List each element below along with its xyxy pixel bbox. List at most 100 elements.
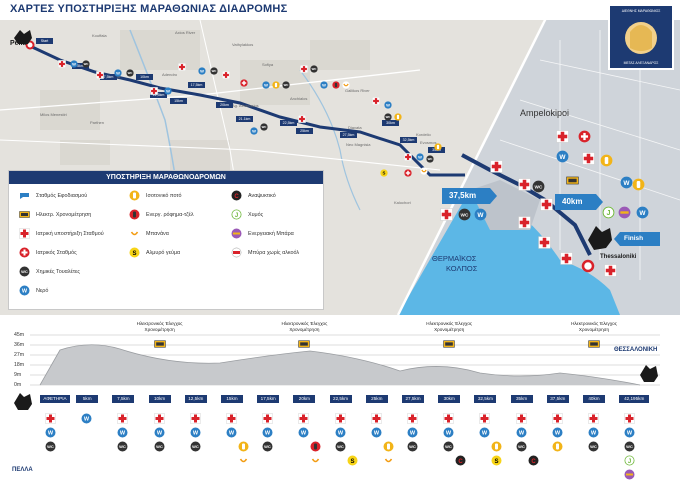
svg-text:WC: WC [262,125,268,129]
svg-text:C: C [531,459,536,465]
y-axis-label: 45m [14,332,25,338]
finish-city-label: Thessaloniki [600,254,637,260]
isotonic-drink-icon [394,108,402,121]
isotonic-drink-icon [272,76,280,89]
finish-tag-label: Finish [624,235,644,242]
svg-text:WC: WC [312,67,318,71]
isotonic-drink-icon [383,439,394,452]
medical-cross-icon [518,178,531,191]
legend-item: W Νερό [19,285,48,296]
km-label: 25km [365,395,388,403]
place-label: Anchialos [290,96,308,101]
water-icon: W [552,425,563,438]
water-icon: W [624,425,635,438]
legend-item-label: Χημικές Τουαλέτες [36,268,80,275]
svg-text:W: W [72,61,76,66]
legend-item-label: Μπανάνα [146,230,169,237]
medical-cross-icon [556,130,569,143]
svg-text:W: W [120,431,126,437]
alexander-head-icon [625,22,657,54]
svg-text:WC: WC [461,212,469,218]
svg-text:W: W [555,431,561,437]
medical-cross-icon [404,148,412,161]
legend-item-label: Χυμός [248,211,264,218]
isotonic-drink-icon [434,138,442,151]
svg-text:WC: WC [590,444,597,449]
medical-cross-icon [582,152,595,165]
water-icon: W [556,150,569,163]
svg-text:C: C [459,459,464,465]
soft-drink-icon: C [455,453,466,466]
map-km-tag: 27,5km [340,132,357,138]
svg-text:WC: WC [445,444,452,449]
medical-cross-icon [624,411,635,424]
wc-icon: WC [262,439,273,452]
wc-icon: WC [588,439,599,452]
legend-item-label: Μπύρα χωρίς αλκοόλ [248,249,300,256]
legend-item-label: Αναψυκτικό [248,192,276,199]
isotonic-drink-icon [632,178,645,191]
timing-chip-icon [566,174,579,187]
water-icon: W [384,96,392,109]
svg-text:W: W [337,431,343,437]
energy-bar-icon [231,228,242,239]
medical-cross-icon [190,411,201,424]
svg-text:WC: WC [626,444,633,449]
place-label: Adendro [162,72,178,77]
water-icon: W [190,425,201,438]
medical-cross-icon [45,411,56,424]
svg-text:S: S [132,251,136,257]
callout-40km [555,194,603,210]
svg-text:W: W [264,82,268,87]
medical-cross-icon [19,228,30,239]
water-icon: W [117,425,128,438]
water-icon: W [114,64,122,77]
wc-icon: WC [19,266,30,277]
svg-text:WC: WC [84,62,90,66]
svg-text:W: W [193,431,199,437]
svg-text:WC: WC [264,444,271,449]
profile-svg [14,334,660,410]
medical-cross-icon [407,411,418,424]
gulf-label-2: ΚΟΛΠΟΣ [446,264,478,273]
km-label: 35km [510,395,533,403]
gulf-label-1: ΘΕΡΜΑΪΚΟΣ [432,254,477,263]
wc-icon: WC [516,439,527,452]
banana-icon [383,453,394,466]
svg-text:WC: WC [120,444,127,449]
callout-37km-label: 37,5km [449,191,477,200]
place-label: Evosmos [420,140,437,145]
timing-label-line2: Χρονομέτρηση [578,326,610,332]
water-icon: W [250,122,258,135]
energy-bar-icon [624,467,635,480]
svg-text:W: W [322,82,326,87]
energy-bar-icon [618,206,631,219]
medical-cross-icon [226,411,237,424]
km-label: 17,5km [257,395,280,403]
legend-panel: ΥΠΟΣΤΗΡΙΞΗ ΜΑΡΑΘΩΝΟΔΡΟΜΩΝ Σταθμός Εφοδια… [8,170,324,310]
timing-chip-icon [588,337,600,348]
isotonic-drink-icon [238,439,249,452]
svg-text:W: W [116,70,120,75]
y-axis-label: 9m [14,372,22,378]
svg-text:WC: WC [409,444,416,449]
banana-icon [342,76,350,89]
medical-cross-icon [490,160,503,173]
legend-item: Ηλεκτρ. Χρονομέτρηση [19,209,91,220]
svg-text:S: S [495,459,499,465]
svg-text:WC: WC [21,269,28,274]
salty-meal-icon: S [380,164,388,177]
water-icon: W [474,208,487,221]
timing-chip-icon [443,337,455,348]
water-icon: W [198,62,206,75]
water-icon: W [70,55,78,68]
water-icon: W [371,425,382,438]
legend-item: Μπανάνα [129,228,169,239]
legend-item: Σταθμός Εφοδιασμού [19,190,87,201]
svg-text:W: W [156,431,162,437]
y-axis-label: 0m [14,382,22,388]
medical-station-icon [19,247,30,258]
svg-text:WC: WC [47,444,54,449]
medical-cross-icon [222,66,230,79]
map-km-tag: 30km [382,120,399,126]
